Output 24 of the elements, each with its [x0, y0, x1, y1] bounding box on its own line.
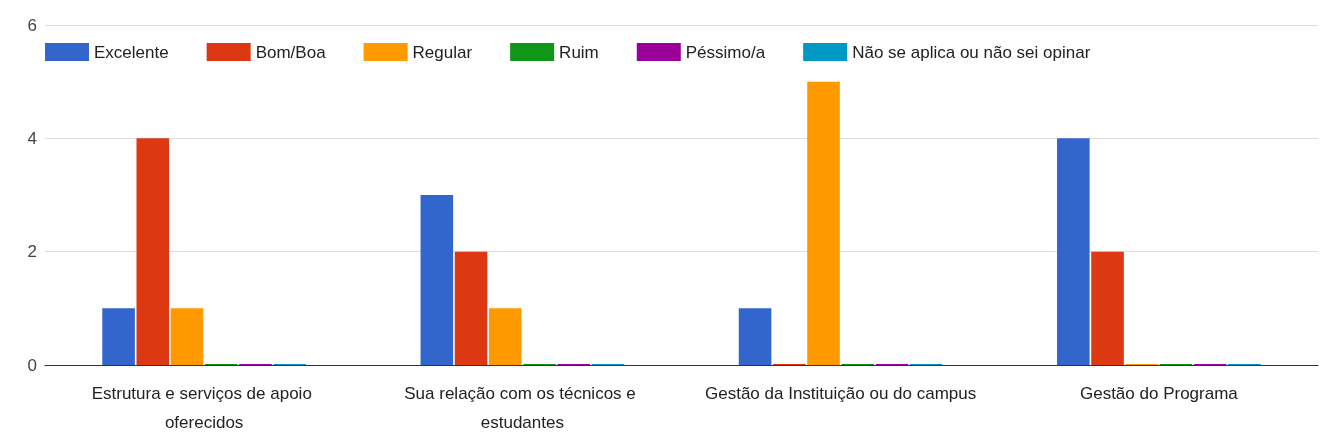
legend-label: Excelente: [94, 42, 169, 62]
x-tick-label: Sua relação com os técnicos e estudantes: [404, 384, 641, 432]
y-tick-label: 6: [27, 15, 37, 35]
bar: [738, 308, 772, 365]
bar: [1091, 251, 1124, 365]
bar: [136, 138, 170, 365]
x-tick-label: Gestão da Instituição ou do campus: [705, 384, 977, 403]
legend-label: Ruim: [559, 42, 599, 62]
bar: [488, 308, 522, 365]
legend-label: Não se aplica ou não sei opinar: [852, 42, 1091, 62]
bar: [170, 308, 204, 365]
bar: [420, 195, 454, 365]
bar: [454, 251, 488, 365]
bar: [807, 81, 840, 365]
bar: [102, 308, 135, 365]
y-tick-label: 0: [27, 355, 37, 375]
legend-label: Regular: [412, 42, 473, 62]
x-tick-label: Estrutura e serviços de apoio oferecidos: [91, 384, 317, 432]
y-tick-label: 2: [27, 242, 37, 262]
y-tick-label: 4: [27, 128, 37, 148]
bar: [1057, 138, 1090, 365]
legend-label: Péssimo/a: [685, 42, 766, 62]
x-tick-label: Gestão do Programa: [1079, 384, 1239, 403]
legend-label: Bom/Boa: [255, 42, 327, 62]
